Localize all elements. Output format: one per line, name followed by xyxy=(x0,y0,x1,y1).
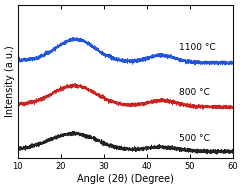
Y-axis label: Intensity (a.u.): Intensity (a.u.) xyxy=(5,45,15,117)
Text: 500 °C: 500 °C xyxy=(179,134,210,143)
X-axis label: Angle (2θ) (Degree): Angle (2θ) (Degree) xyxy=(77,174,174,184)
Text: 1100 °C: 1100 °C xyxy=(179,43,216,52)
Text: 800 °C: 800 °C xyxy=(179,88,210,97)
